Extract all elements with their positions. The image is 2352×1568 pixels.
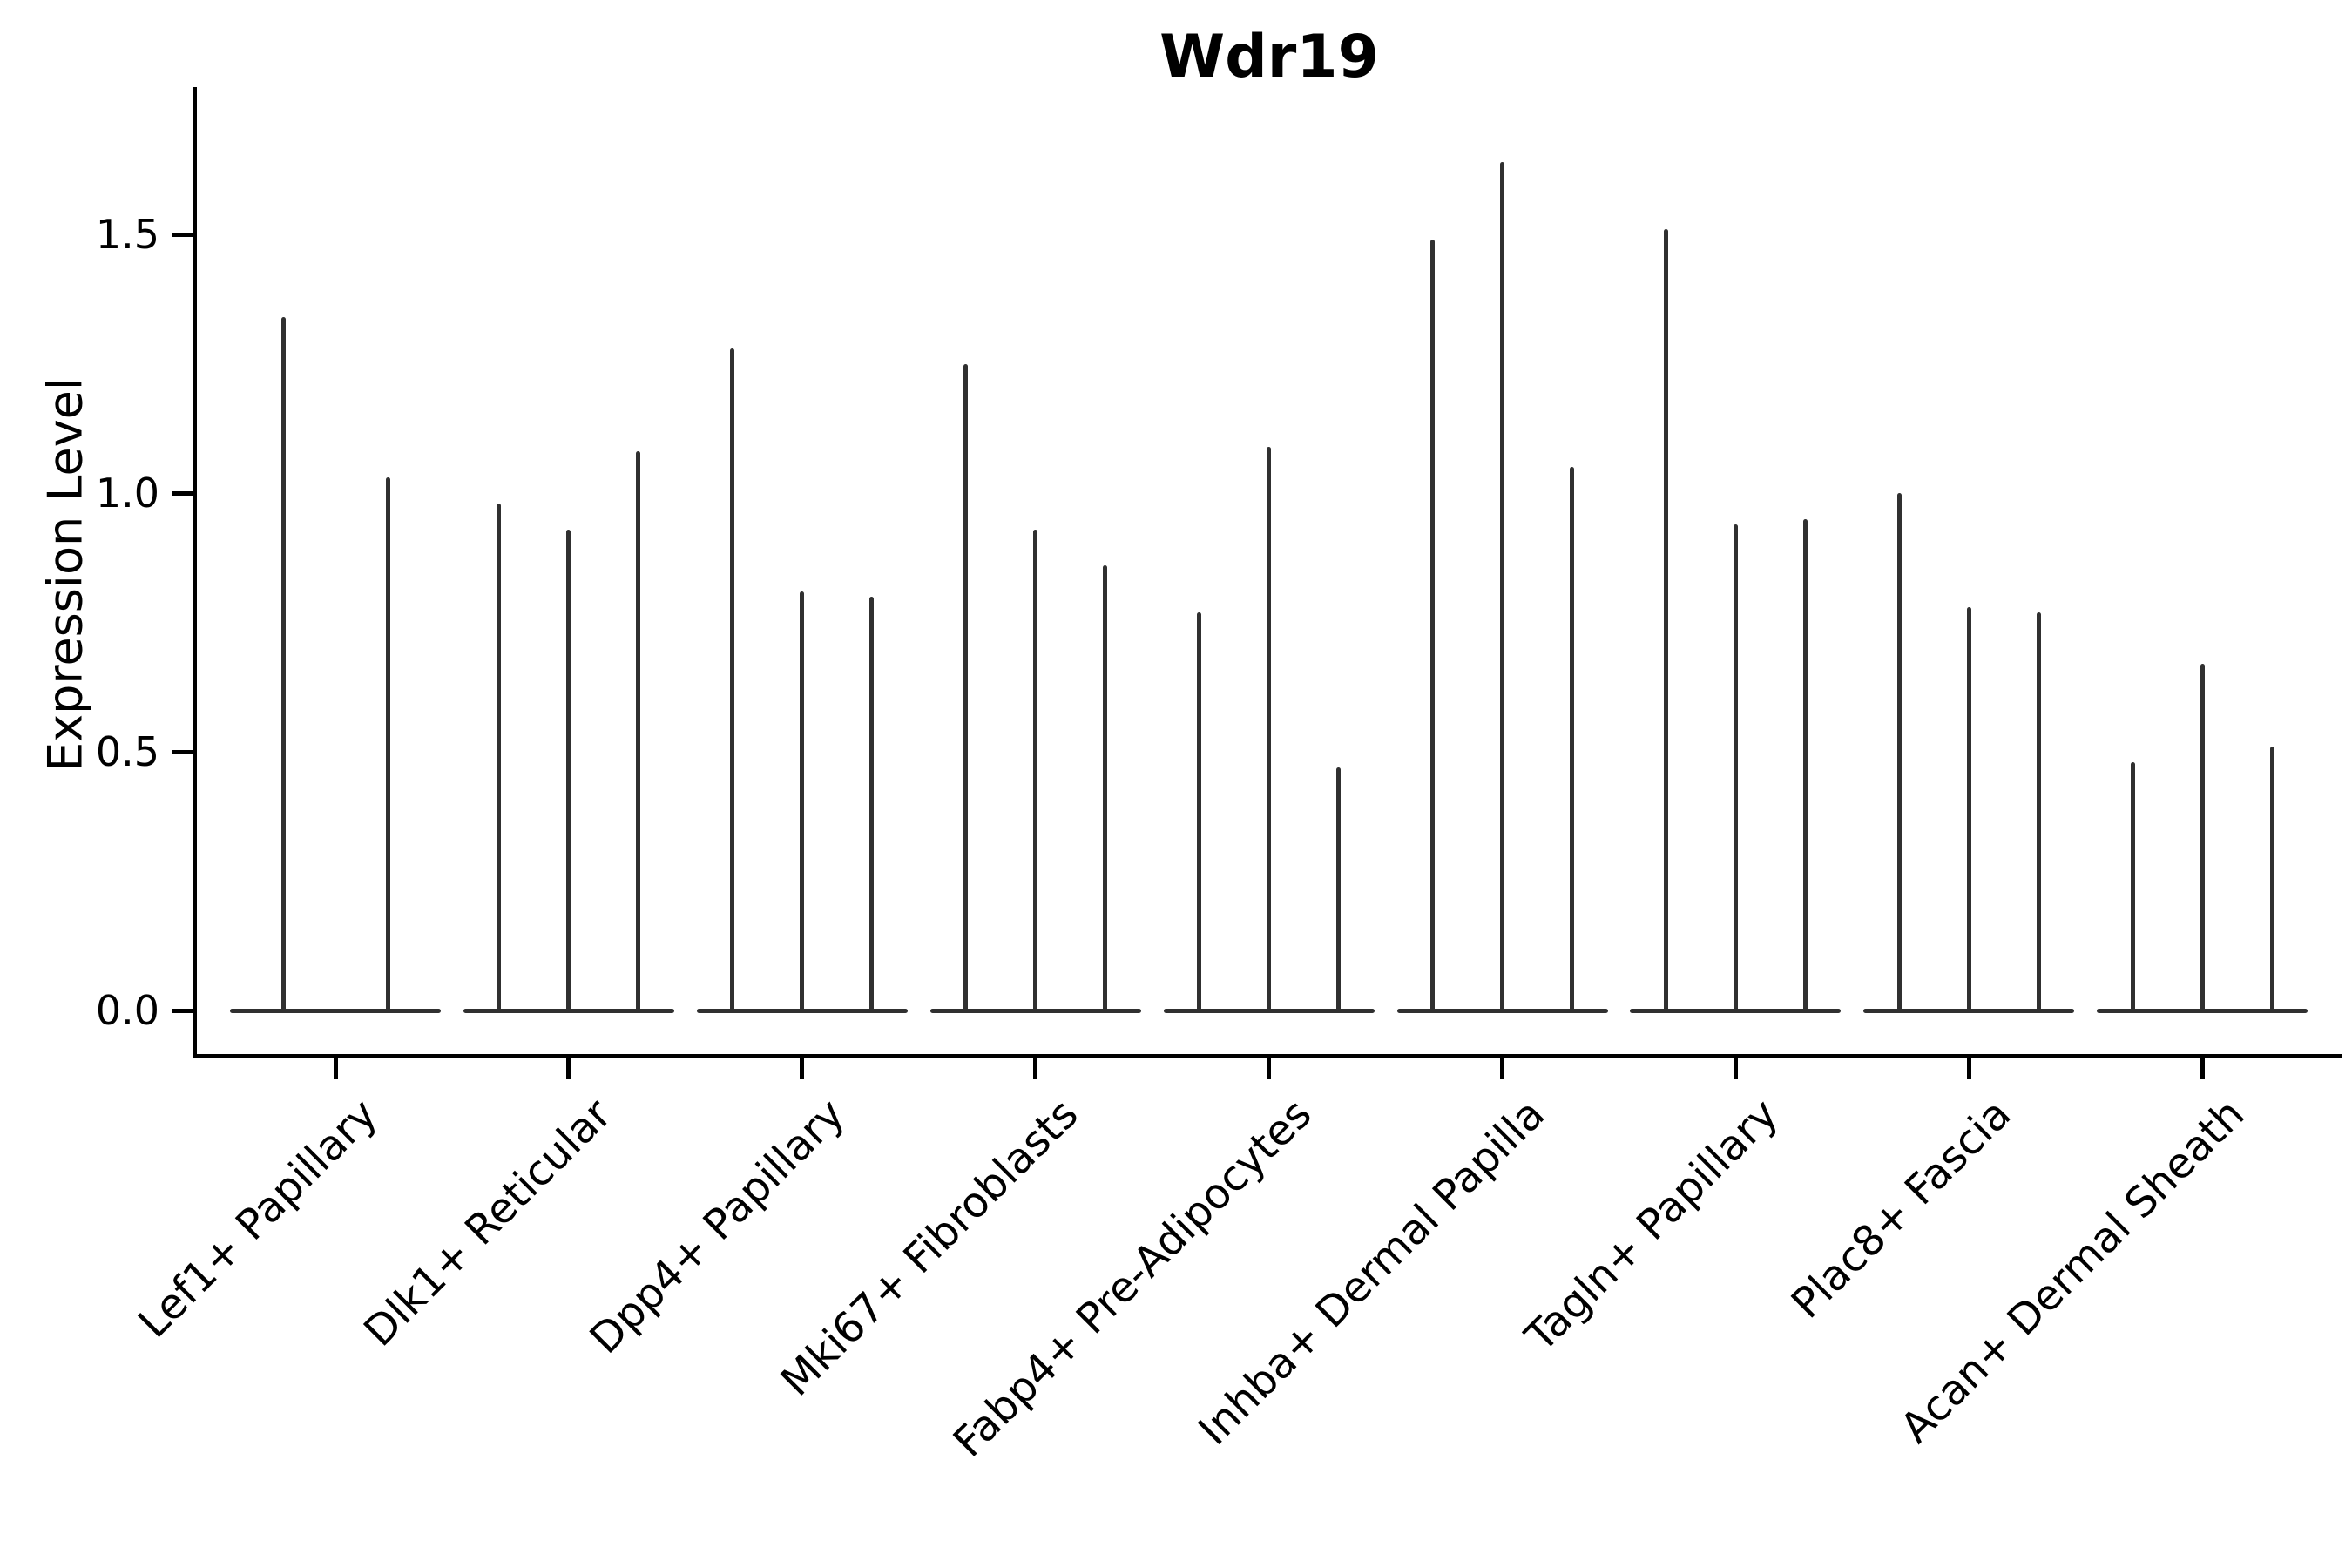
violin-spike [2200,664,2205,1010]
y-tick-mark [172,490,193,496]
x-tick-mark [566,1058,571,1079]
y-tick-label: 1.5 [95,211,159,258]
violin-spike [280,317,286,1010]
violin-base [2097,1008,2308,1013]
violin-spike [1966,606,1971,1010]
violin-spike [1103,565,1108,1010]
violin-base [1863,1008,2075,1013]
y-tick-label: 0.0 [95,987,159,1034]
y-tick-label: 0.5 [95,728,159,775]
y-tick-mark [172,1008,193,1013]
violin-spike [1033,529,1038,1010]
x-tick-mark [800,1058,805,1079]
violin-spike [1570,467,1574,1010]
violin-spike [636,451,641,1010]
violin-base [463,1008,674,1013]
y-tick-label: 1.0 [95,470,159,517]
violin-base [929,1008,1141,1013]
violin-spike [385,477,390,1010]
violin-spike [1733,524,1738,1010]
violin-spike [1663,229,1668,1010]
x-tick-mark [333,1058,338,1079]
y-axis-spine [193,87,197,1058]
violin-spike [1197,612,1202,1010]
violin-base [230,1008,441,1013]
y-tick-mark [172,232,193,237]
x-tick-label: Dlk1+ Reticular [354,1089,621,1356]
y-tick-mark [172,749,193,754]
violin-spike [730,348,735,1010]
violin-spike [2269,747,2274,1010]
x-tick-mark [1966,1058,1971,1079]
x-tick-label: Dpp4+ Papillary [580,1089,855,1363]
x-tick-mark [1733,1058,1738,1079]
violin-base [1163,1008,1375,1013]
x-tick-mark [1500,1058,1504,1079]
x-axis-spine [193,1054,2342,1058]
violin-spike [963,363,969,1010]
violin-spike [1500,161,1504,1010]
violin-spike [869,596,875,1010]
x-tick-label: Plac8+ Fascia [1782,1089,2021,1328]
violin-spike [1802,518,1808,1010]
y-axis-label: Expression Level [37,377,93,772]
violin-spike [1267,446,1272,1010]
x-tick-label: Tagln+ Papillary [1516,1089,1788,1362]
violin-spike [2036,612,2041,1010]
x-tick-label: Lef1+ Papillary [129,1089,388,1348]
violin-spike [2130,761,2135,1010]
violin-spike [1430,239,1435,1010]
violin-spike [497,503,502,1010]
violin-base [696,1008,908,1013]
violin-spike [800,591,805,1010]
x-tick-mark [1033,1058,1038,1079]
plot-title: Wdr19 [1159,23,1379,91]
violin-spike [1336,767,1342,1010]
x-tick-mark [1267,1058,1272,1079]
violin-spike [1896,493,1902,1010]
violin-base [1630,1008,1842,1013]
x-tick-mark [2200,1058,2205,1079]
violin-base [1396,1008,1608,1013]
violin-spike [566,529,571,1010]
